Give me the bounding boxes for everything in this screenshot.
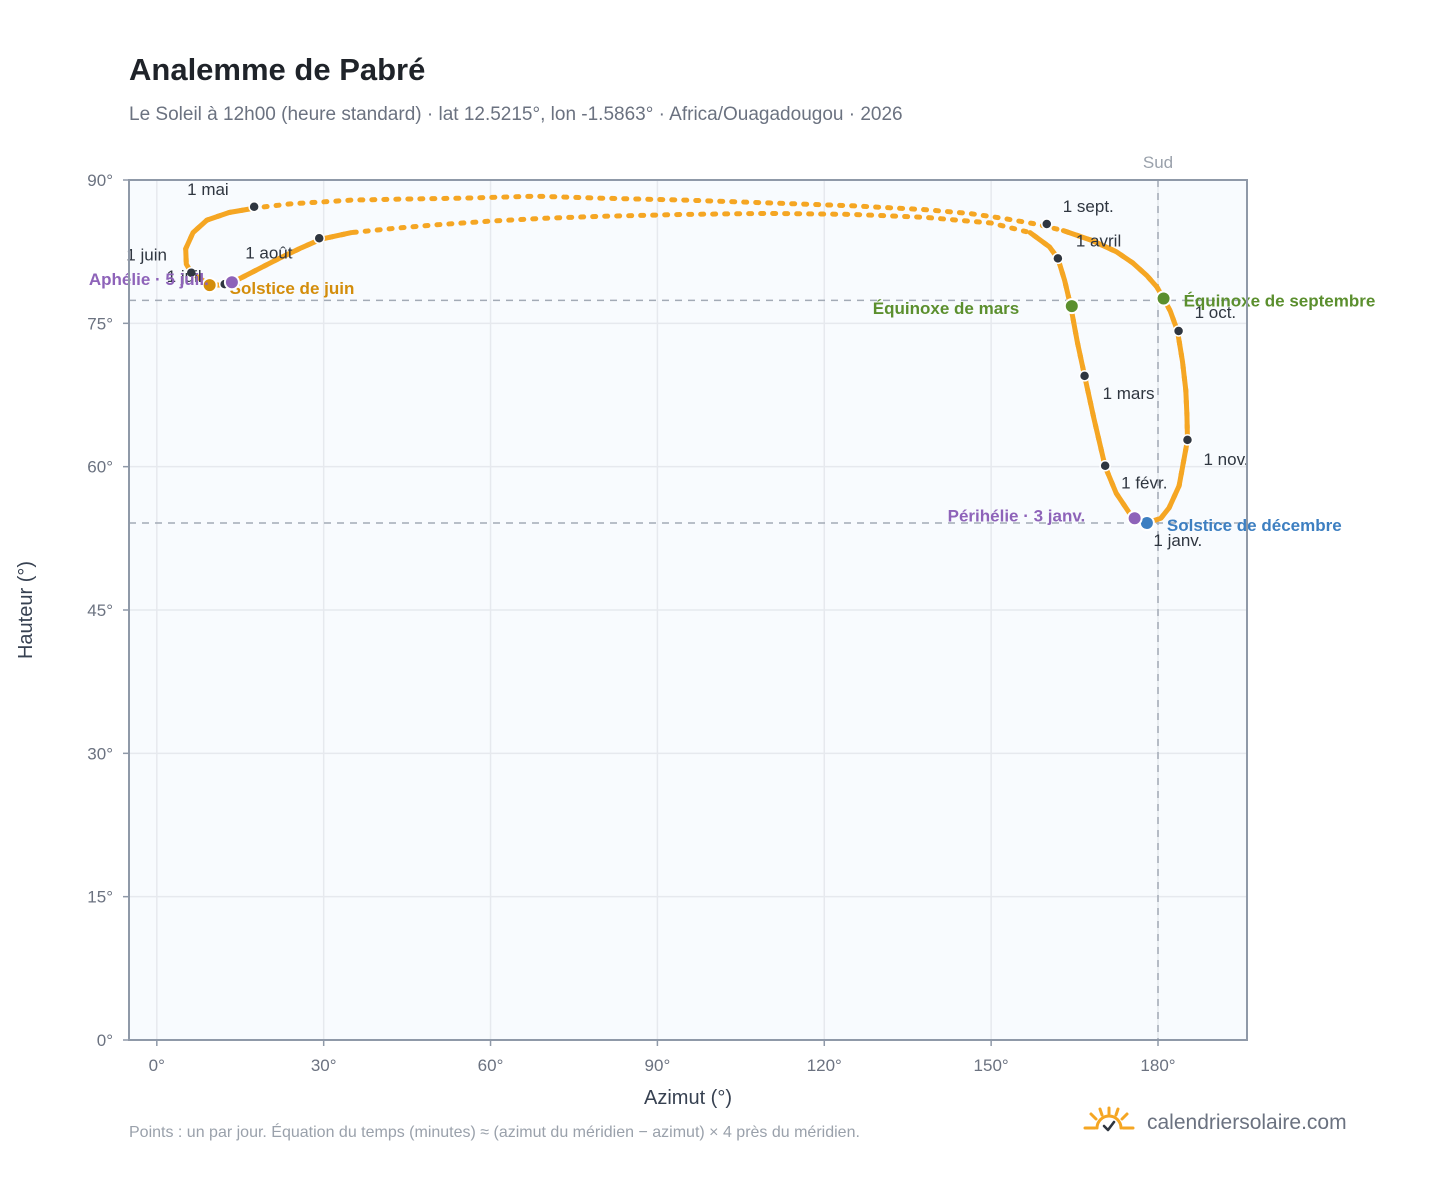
month-marker: [1078, 370, 1091, 382]
reference-lines: Sud: [129, 153, 1247, 1040]
month-marker: [1181, 434, 1194, 446]
meridian-label: Sud: [1143, 153, 1173, 172]
x-tick-label: 90°: [645, 1056, 671, 1075]
y-tick-label: 90°: [87, 171, 113, 190]
x-tick-label: 0°: [149, 1056, 165, 1075]
event-label: Solstice de décembre: [1167, 516, 1342, 535]
sun-logo-icon: [1083, 1106, 1135, 1139]
x-tick-label: 30°: [311, 1056, 337, 1075]
event-label: Périhélie · 3 janv.: [948, 506, 1086, 525]
y-tick-label: 0°: [97, 1031, 113, 1050]
y-tick-label: 60°: [87, 458, 113, 477]
month-marker: [248, 201, 260, 213]
event-label: Aphélie · 5 juil.: [89, 270, 209, 289]
page-subtitle: Le Soleil à 12h00 (heure standard) · lat…: [129, 104, 903, 125]
x-tick-label: 150°: [974, 1056, 1009, 1075]
x-tick-label: 120°: [807, 1056, 842, 1075]
event-label: Équinoxe de septembre: [1184, 291, 1376, 310]
axis-labels: 0° 30° 60° 90° 120° 150° 180° 0° 15° 30° 45° 60° 75°…: [87, 171, 1175, 1075]
y-tick-label: 30°: [87, 744, 113, 763]
event-marker: [1155, 290, 1172, 307]
y-tick-label: 45°: [87, 601, 113, 620]
brand[interactable]: calendriersolaire.com: [1083, 1106, 1347, 1139]
month-marker-label: 1 juil.: [167, 267, 207, 286]
month-marker-label: 1 févr.: [1121, 474, 1167, 493]
y-tick-label: 75°: [87, 314, 113, 333]
y-axis-title: Hauteur (°): [15, 561, 37, 659]
month-marker-label: 1 mars: [1103, 384, 1155, 403]
month-marker: [185, 266, 198, 279]
month-marker: [1172, 325, 1185, 337]
month-marker: [313, 232, 325, 245]
month-marker: [1041, 218, 1053, 230]
brand-link[interactable]: calendriersolaire.com: [1147, 1110, 1347, 1134]
event-marker: [1063, 298, 1080, 315]
event-label: Équinoxe de mars: [873, 299, 1019, 318]
month-marker-label: 1 oct.: [1195, 303, 1237, 322]
y-tick-label: 15°: [87, 888, 113, 907]
x-axis-title: Azimut (°): [644, 1087, 732, 1109]
x-tick-label: 180°: [1140, 1056, 1175, 1075]
event-marker: [201, 277, 218, 294]
event-markers: Équinoxe de mars Équinoxe de septembre Sol…: [89, 270, 1375, 535]
month-marker: [1052, 252, 1064, 265]
page-title: Analemme de Pabré: [129, 52, 426, 87]
month-marker-label: 1 août: [245, 243, 293, 262]
month-marker-label: 1 janv.: [1153, 531, 1202, 550]
event-marker: [1126, 510, 1143, 527]
month-marker-label: 1 sept.: [1063, 197, 1114, 216]
month-marker-label: 1 avril: [1076, 231, 1121, 250]
event-label: Solstice de juin: [230, 279, 355, 298]
month-marker: [1099, 459, 1111, 472]
footnote: Points : un par jour. Équation du temps …: [129, 1124, 860, 1141]
month-marker-label: 1 mai: [187, 180, 229, 199]
x-tick-label: 60°: [478, 1056, 504, 1075]
month-marker-label: 1 nov.: [1203, 450, 1248, 469]
month-marker-label: 1 juin: [126, 246, 167, 265]
dense-dots-segment: [1027, 230, 1190, 526]
event-marker: [223, 274, 240, 291]
